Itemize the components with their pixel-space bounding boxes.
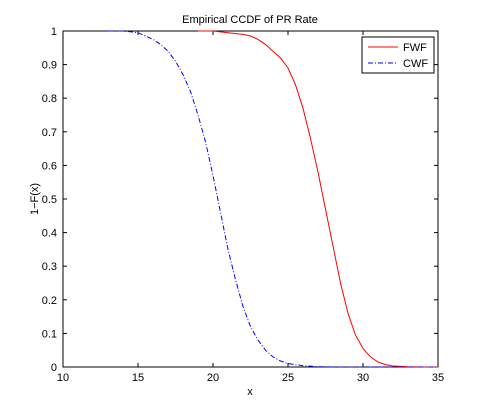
legend-label-fwf: FWF [403, 42, 427, 54]
x-axis-label: x [247, 386, 253, 398]
series-line-cwf [108, 30, 438, 368]
y-tick-label: 0.1 [42, 328, 57, 340]
x-tick-label: 25 [282, 372, 294, 384]
y-tick-label: 1 [51, 26, 57, 38]
x-tick-label: 10 [57, 372, 69, 384]
legend-label-cwf: CWF [403, 58, 428, 70]
x-tick-label: 20 [207, 372, 219, 384]
y-tick-label: 0.5 [42, 194, 57, 206]
legend: FWF CWF [361, 36, 435, 74]
x-tick-label: 15 [132, 372, 144, 384]
legend-box [361, 36, 435, 74]
x-tick-label: 35 [432, 372, 444, 384]
y-tick-label: 0.9 [42, 60, 57, 72]
series-line-fwf [198, 30, 438, 368]
y-tick-label: 0.2 [42, 295, 57, 307]
series-lines [108, 30, 438, 368]
plot-area [62, 30, 439, 368]
x-tick-label: 30 [357, 372, 369, 384]
y-tick-label: 0.3 [42, 261, 57, 273]
y-tick-label: 0 [51, 362, 57, 374]
y-axis-label: 1−F(x) [29, 183, 41, 215]
y-tick-label: 0.8 [42, 93, 57, 105]
y-tick-label: 0.6 [42, 160, 57, 172]
y-tick-label: 0.7 [42, 127, 57, 139]
axis-ticks: 10 15 20 25 30 35 0 0.1 0.2 0.3 0.4 0.5 0.6 0.7 0.8 0.9… [42, 26, 444, 384]
y-tick-label: 0.4 [42, 228, 57, 240]
chart-title: Empirical CCDF of PR Rate [182, 14, 318, 26]
